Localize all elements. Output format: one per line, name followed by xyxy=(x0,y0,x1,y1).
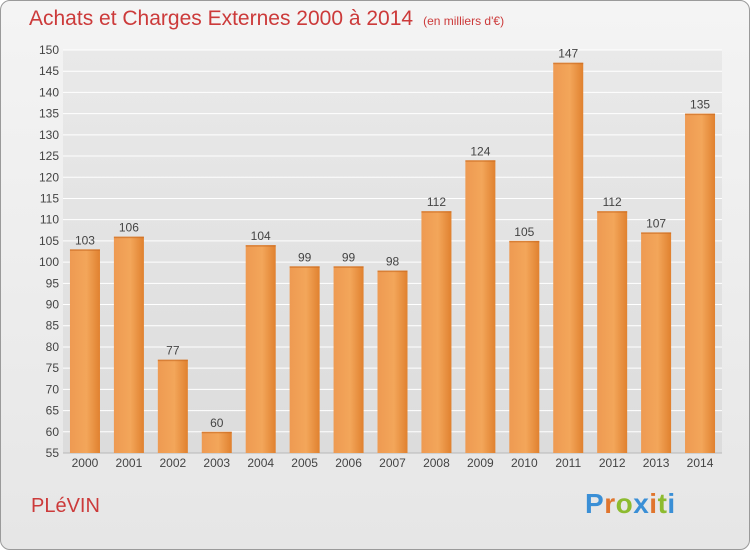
bar-2009 xyxy=(465,160,496,453)
bar-2005 xyxy=(289,266,320,453)
y-tick-label: 140 xyxy=(39,85,59,99)
bar-top-edge xyxy=(509,240,540,243)
y-tick-label: 90 xyxy=(46,298,60,312)
y-tick-label: 70 xyxy=(46,382,60,396)
bar-2014 xyxy=(685,113,716,453)
y-tick-label: 135 xyxy=(39,107,59,121)
x-tick-label: 2005 xyxy=(291,456,318,470)
bar-top-edge xyxy=(333,266,364,268)
commune-name: PLéVIN xyxy=(31,495,100,517)
bar-top-edge xyxy=(289,266,320,268)
y-tick-label: 95 xyxy=(46,276,60,290)
y-axis-labels: 55 60 65 70 75 80 85 90 95 100 105 110 115 120 125 130 1… xyxy=(39,43,59,460)
y-tick-label: 115 xyxy=(40,191,59,205)
y-tick-label: 125 xyxy=(39,149,59,163)
value-label: 98 xyxy=(386,255,400,269)
y-tick-label: 60 xyxy=(46,425,60,439)
value-label: 99 xyxy=(342,250,356,264)
y-tick-label: 145 xyxy=(39,64,59,78)
y-tick-label: 80 xyxy=(46,340,60,354)
bar-top-edge xyxy=(465,160,496,162)
bar-2003 xyxy=(201,431,232,453)
logo-letter: x xyxy=(633,488,650,519)
bar-2000 xyxy=(69,249,100,453)
y-tick-label: 75 xyxy=(46,361,60,375)
bar-top-edge xyxy=(157,359,188,362)
bars-group xyxy=(69,62,716,453)
bar-top-edge xyxy=(377,270,408,273)
logo-letter: o xyxy=(615,488,634,519)
y-tick-label: 105 xyxy=(39,234,59,248)
x-tick-label: 2001 xyxy=(116,456,143,470)
x-tick-label: 2003 xyxy=(203,456,230,470)
bar-2012 xyxy=(597,211,628,453)
bar-2008 xyxy=(421,211,452,453)
bar-2011 xyxy=(553,62,584,453)
bar-top-edge xyxy=(553,62,584,65)
proxiti-logo: Proxiti xyxy=(585,488,676,520)
value-label: 107 xyxy=(646,216,666,230)
x-tick-label: 2010 xyxy=(511,456,538,470)
x-axis-labels: 2000 2001 2002 2003 2004 2005 2006 2007 2008 2009… xyxy=(72,456,714,470)
bar-top-edge xyxy=(641,232,672,234)
x-tick-label: 2014 xyxy=(687,456,714,470)
bar-2006 xyxy=(333,266,364,453)
x-tick-label: 2009 xyxy=(467,456,494,470)
value-label: 103 xyxy=(75,233,95,247)
value-label: 106 xyxy=(119,221,139,235)
bar-top-edge xyxy=(113,236,144,239)
y-tick-label: 65 xyxy=(46,404,60,418)
bar-top-edge xyxy=(597,211,628,213)
x-tick-label: 2004 xyxy=(247,456,274,470)
x-tick-label: 2012 xyxy=(599,456,626,470)
bar-2013 xyxy=(641,232,672,453)
x-tick-label: 2006 xyxy=(335,456,362,470)
bar-top-edge xyxy=(201,431,232,434)
chart-title: Achats et Charges Externes 2000 à 2014 xyxy=(29,7,414,30)
y-tick-label: 120 xyxy=(39,170,59,184)
bar-2002 xyxy=(157,359,188,453)
x-tick-label: 2007 xyxy=(379,456,406,470)
value-label: 60 xyxy=(210,416,224,430)
x-tick-label: 2011 xyxy=(555,456,581,470)
value-label: 112 xyxy=(427,195,446,209)
bar-2010 xyxy=(509,240,540,453)
value-label: 147 xyxy=(558,47,578,61)
bar-top-edge xyxy=(421,211,452,213)
x-tick-label: 2000 xyxy=(72,456,99,470)
value-label: 105 xyxy=(514,225,534,239)
value-labels: 103 106 77 60 104 99 99 98 112 124 105 147 112 107 135 xyxy=(75,47,710,430)
chart-subtitle: (en milliers d'€) xyxy=(423,14,505,28)
value-label: 99 xyxy=(298,250,312,264)
y-tick-label: 85 xyxy=(46,319,60,333)
logo-letter: i xyxy=(667,488,676,519)
value-label: 104 xyxy=(251,229,271,243)
title-row: Achats et Charges Externes 2000 à 2014 (e… xyxy=(29,7,504,31)
value-label: 112 xyxy=(603,195,622,209)
bar-2007 xyxy=(377,270,408,453)
value-label: 124 xyxy=(470,144,490,158)
value-label: 77 xyxy=(166,344,180,358)
logo-letter: i xyxy=(649,488,658,519)
value-label: 135 xyxy=(690,98,710,112)
bar-2001 xyxy=(113,236,144,453)
y-tick-label: 100 xyxy=(39,255,59,269)
x-tick-label: 2008 xyxy=(423,456,450,470)
bar-top-edge xyxy=(69,249,100,251)
logo-letter: t xyxy=(657,488,668,519)
y-tick-label: 55 xyxy=(46,446,60,460)
logo-letter: r xyxy=(604,488,616,519)
x-tick-label: 2002 xyxy=(159,456,186,470)
bar-2004 xyxy=(245,245,276,453)
x-tick-label: 2013 xyxy=(643,456,670,470)
y-tick-label: 150 xyxy=(39,43,59,57)
y-tick-label: 110 xyxy=(40,213,59,227)
bar-top-edge xyxy=(245,245,276,247)
logo-letter: P xyxy=(585,488,605,519)
bar-top-edge xyxy=(685,113,716,116)
y-tick-label: 130 xyxy=(39,128,59,142)
